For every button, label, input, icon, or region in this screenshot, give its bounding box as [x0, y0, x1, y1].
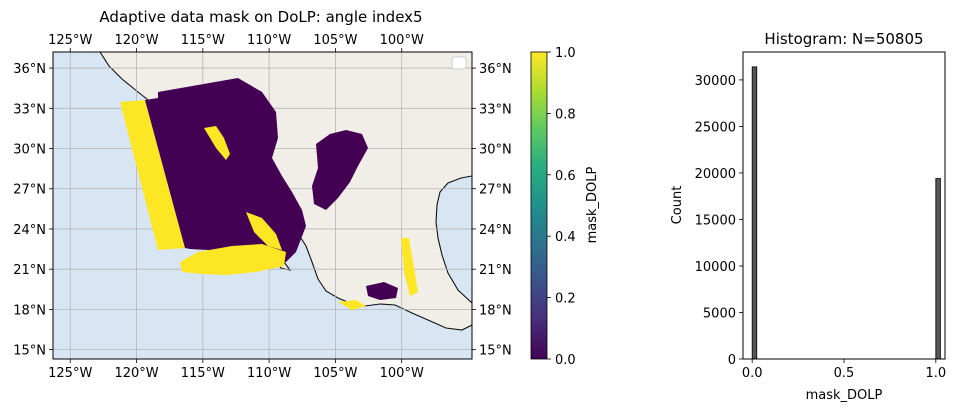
- colorbar-ticks: 0.0 0.2 0.4 0.6 0.8 1.0: [547, 46, 576, 368]
- histogram-bar: [935, 178, 941, 360]
- histogram-x-tick-label: 1.0: [925, 366, 946, 381]
- histogram-y-tick-label: 0: [728, 353, 736, 368]
- lat-tick-label-left: 24°N: [13, 223, 46, 238]
- histogram-x-tick-label: 0.0: [742, 366, 763, 381]
- mask-yellow-south: [180, 244, 286, 275]
- lon-tick-label-top: 125°W: [48, 33, 92, 48]
- mask-purple-east-small: [366, 282, 398, 300]
- histogram-panel: Histogram: N=50805 0.0 0.5 1.0 0 5000 10000 15…: [670, 30, 946, 403]
- histogram-y-tick-label: 15000: [695, 213, 736, 228]
- histogram-y-tick-label: 30000: [695, 74, 736, 89]
- colorbar-tick-label: 0.4: [555, 230, 576, 245]
- lon-tick-label-top: 105°W: [313, 33, 357, 48]
- lon-tick-label-top: 115°W: [181, 33, 225, 48]
- map-ticks: 125°W 125°W 120°W 120°W 115°W 115°W 110°W 110°W…: [13, 33, 512, 381]
- map-title: Adaptive data mask on DoLP: angle index5: [99, 8, 422, 26]
- lat-tick-label-right: 30°N: [479, 143, 512, 158]
- histogram-y-tick-label: 10000: [695, 260, 736, 275]
- histogram-frame: [742, 51, 946, 360]
- mask-purple-east: [312, 130, 368, 210]
- colorbar-label: mask_DOLP: [585, 166, 600, 243]
- lat-tick-label-right: 18°N: [479, 303, 512, 318]
- colorbar-tick-label: 0.8: [555, 107, 576, 122]
- mask-yellow-east: [401, 238, 418, 296]
- colorbar: 0.0 0.2 0.4 0.6 0.8 1.0 mask_DOLP: [530, 46, 600, 368]
- mask-yellow-southeast: [338, 300, 366, 310]
- lat-tick-label-right: 15°N: [479, 344, 512, 359]
- mask-yellow-tongue: [246, 212, 282, 250]
- map-frame: [52, 51, 473, 360]
- lon-tick-label-bottom: 120°W: [114, 366, 158, 381]
- mask-purple-main: [145, 78, 306, 264]
- lat-tick-label-right: 27°N: [479, 183, 512, 198]
- lat-tick-label-left: 21°N: [13, 263, 46, 278]
- lat-tick-label-right: 33°N: [479, 102, 512, 117]
- lat-tick-label-left: 30°N: [13, 143, 46, 158]
- lat-tick-label-left: 33°N: [13, 102, 46, 117]
- histogram-y-tick-label: 5000: [703, 306, 736, 321]
- colorbar-tick-label: 0.6: [555, 169, 576, 184]
- colorbar-tick-label: 0.2: [555, 292, 576, 307]
- legend-box: [451, 56, 467, 70]
- histogram-y-tick-label: 20000: [695, 167, 736, 182]
- lon-tick-label-bottom: 125°W: [48, 366, 92, 381]
- lat-tick-label-left: 18°N: [13, 303, 46, 318]
- histogram-x-tick-label: 0.5: [834, 366, 855, 381]
- histogram-y-tick-label: 25000: [695, 120, 736, 135]
- lat-tick-label-left: 27°N: [13, 183, 46, 198]
- map-panel: Adaptive data mask on DoLP: angle index5…: [13, 8, 512, 381]
- mask-yellow-inner: [204, 126, 230, 160]
- colorbar-tick-label: 1.0: [555, 46, 576, 61]
- lat-tick-label-right: 36°N: [479, 62, 512, 77]
- mask-data: [120, 78, 418, 310]
- histogram-bar: [751, 66, 758, 360]
- lon-tick-label-top: 120°W: [114, 33, 158, 48]
- mask-yellow-strip: [120, 100, 185, 250]
- histogram-title: Histogram: N=50805: [764, 30, 923, 48]
- map-area: [53, 52, 472, 359]
- colorbar-tick-label: 0.0: [555, 353, 576, 368]
- lat-tick-label-left: 15°N: [13, 344, 46, 359]
- histogram-ylabel: Count: [670, 186, 685, 225]
- lon-tick-label-bottom: 105°W: [313, 366, 357, 381]
- histogram-bars: [751, 66, 941, 360]
- lon-tick-label-bottom: 115°W: [181, 366, 225, 381]
- histogram-ticks: 0.0 0.5 1.0 0 5000 10000 15000 20000 25000 30000: [695, 74, 947, 381]
- lat-tick-label-left: 36°N: [13, 62, 46, 77]
- lat-tick-label-right: 21°N: [479, 263, 512, 278]
- lon-tick-label-bottom: 110°W: [247, 366, 291, 381]
- colorbar-gradient: [530, 51, 548, 360]
- lon-tick-label-top: 100°W: [380, 33, 424, 48]
- lat-tick-label-right: 24°N: [479, 223, 512, 238]
- lon-tick-label-top: 110°W: [247, 33, 291, 48]
- histogram-xlabel: mask_DOLP: [806, 388, 883, 403]
- lon-tick-label-bottom: 100°W: [380, 366, 424, 381]
